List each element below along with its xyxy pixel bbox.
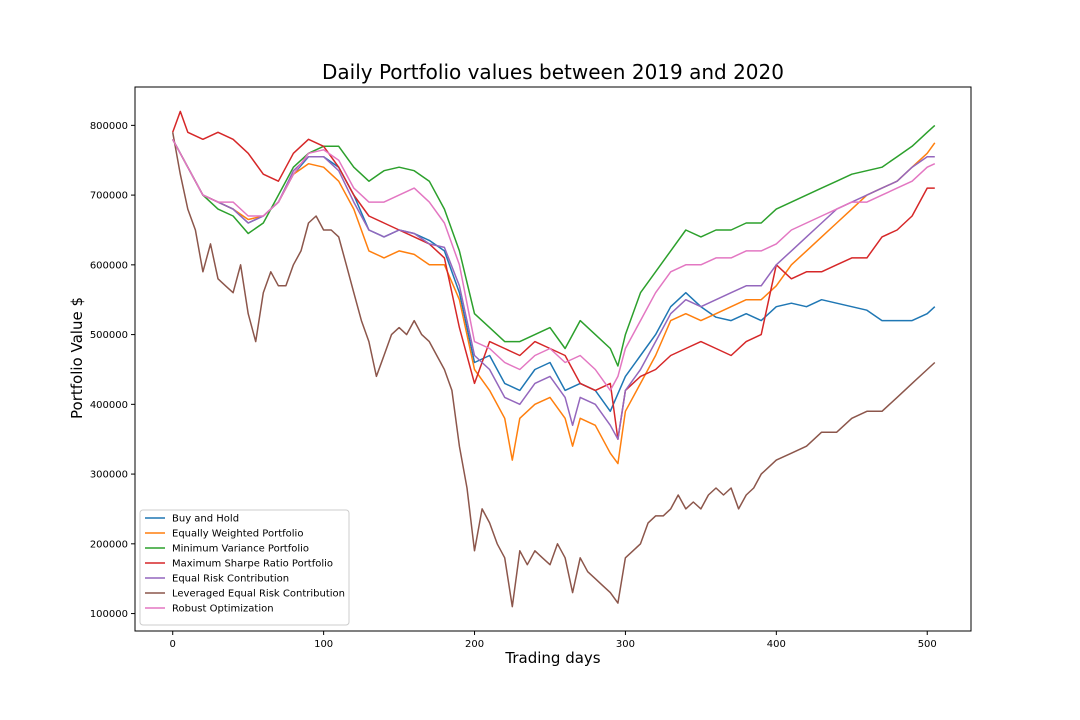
series-line-6 <box>172 138 936 392</box>
legend-label: Buy and Hold <box>172 514 239 525</box>
x-axis-label: Trading days <box>504 649 600 667</box>
series-line-4 <box>172 138 935 440</box>
series-line-3 <box>171 110 935 440</box>
series-line-0 <box>172 138 936 413</box>
y-tick-label: 500000 <box>90 330 128 341</box>
legend: Buy and Hold Equally Weighted Portfolio Mi… <box>139 509 350 626</box>
series-line-2 <box>172 124 936 367</box>
plot-area-frame <box>134 86 972 632</box>
y-tick-label: 100000 <box>90 609 128 620</box>
legend-label: Minimum Variance Portfolio <box>172 544 309 555</box>
legend-label: Maximum Sharpe Ratio Portfolio <box>172 559 333 570</box>
x-tick-label: 100 <box>314 639 333 650</box>
y-tick-label: 700000 <box>90 191 128 202</box>
legend-label: Robust Optimization <box>172 604 274 615</box>
legend-box <box>139 509 350 626</box>
x-tick-label: 400 <box>767 639 786 650</box>
x-tick-label: 300 <box>616 639 635 650</box>
series-line-5 <box>171 132 936 608</box>
x-tick-label: 200 <box>465 639 484 650</box>
y-tick-label: 200000 <box>90 539 128 550</box>
legend-label: Leveraged Equal Risk Contribution <box>172 589 345 600</box>
chart-title: Daily Portfolio values between 2019 and … <box>322 60 784 84</box>
y-axis-label: Portfolio Value $ <box>68 297 86 419</box>
series-line-1 <box>172 138 936 465</box>
x-tick-label: 500 <box>918 639 937 650</box>
series-layer <box>171 110 936 608</box>
ticks-layer: 0 100 200 300 400 500 100000 200000 300000 400000… <box>90 121 937 650</box>
y-tick-label: 400000 <box>90 400 128 411</box>
legend-label: Equal Risk Contribution <box>172 574 289 585</box>
y-tick-label: 300000 <box>90 470 128 481</box>
y-tick-label: 800000 <box>90 121 128 132</box>
x-tick-label: 0 <box>170 639 176 650</box>
legend-label: Equally Weighted Portfolio <box>172 529 303 540</box>
y-tick-label: 600000 <box>90 260 128 271</box>
